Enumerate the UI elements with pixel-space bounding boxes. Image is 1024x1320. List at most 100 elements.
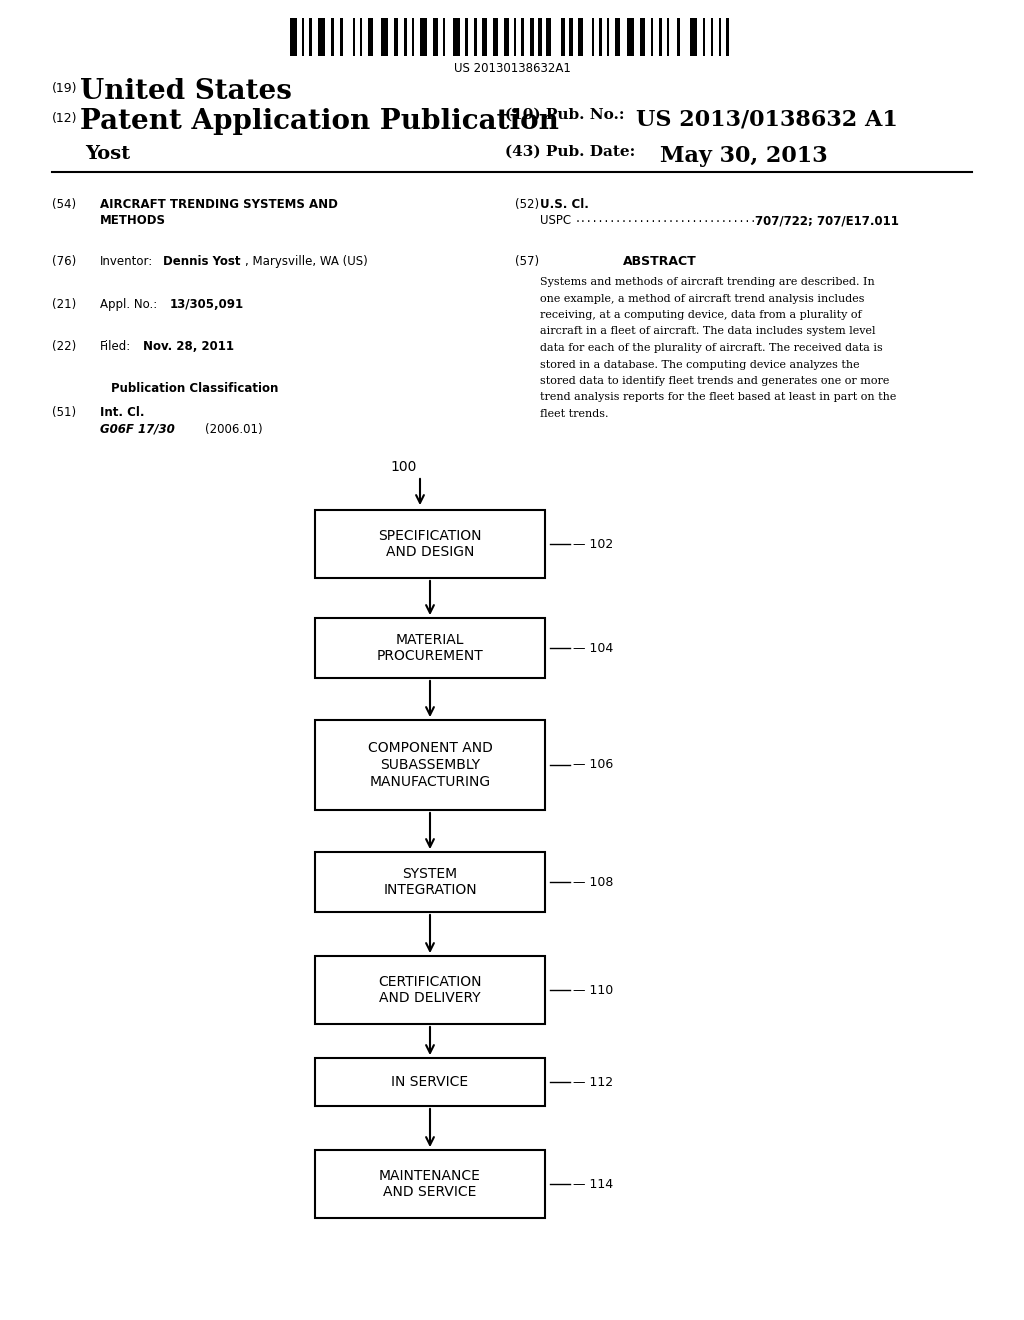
- Bar: [593, 18, 594, 55]
- Text: data for each of the plurality of aircraft. The received data is: data for each of the plurality of aircra…: [540, 343, 883, 352]
- Text: one example, a method of aircraft trend analysis includes: one example, a method of aircraft trend …: [540, 293, 864, 304]
- Bar: [640, 18, 645, 55]
- Text: stored in a database. The computing device analyzes the: stored in a database. The computing devi…: [540, 359, 859, 370]
- Bar: [340, 18, 343, 55]
- Text: ABSTRACT: ABSTRACT: [624, 255, 697, 268]
- Bar: [521, 18, 524, 55]
- Bar: [505, 18, 509, 55]
- Bar: [315, 1059, 545, 1106]
- Text: U.S. Cl.: U.S. Cl.: [540, 198, 589, 211]
- Bar: [315, 1150, 545, 1218]
- Text: SPECIFICATION: SPECIFICATION: [378, 528, 481, 543]
- Text: .................................: .................................: [575, 214, 769, 224]
- Text: fleet trends.: fleet trends.: [540, 409, 608, 418]
- Bar: [433, 18, 438, 55]
- Text: (22): (22): [52, 341, 76, 352]
- Bar: [615, 18, 621, 55]
- Text: , Marysville, WA (US): , Marysville, WA (US): [245, 255, 368, 268]
- Bar: [578, 18, 583, 55]
- Text: (57): (57): [515, 255, 539, 268]
- Text: SUBASSEMBLY: SUBASSEMBLY: [380, 758, 480, 772]
- Bar: [317, 18, 325, 55]
- Text: Appl. No.:: Appl. No.:: [100, 298, 158, 312]
- Bar: [607, 18, 609, 55]
- Bar: [403, 18, 407, 55]
- Text: AIRCRAFT TRENDING SYSTEMS AND: AIRCRAFT TRENDING SYSTEMS AND: [100, 198, 338, 211]
- Text: (76): (76): [52, 255, 76, 268]
- Bar: [494, 18, 498, 55]
- Text: US 20130138632A1: US 20130138632A1: [454, 62, 570, 75]
- Bar: [315, 510, 545, 578]
- Bar: [315, 956, 545, 1024]
- Text: Dennis Yost: Dennis Yost: [163, 255, 241, 268]
- Text: (21): (21): [52, 298, 76, 312]
- Text: Filed:: Filed:: [100, 341, 131, 352]
- Bar: [420, 18, 427, 55]
- Text: (51): (51): [52, 407, 76, 418]
- Text: Int. Cl.: Int. Cl.: [100, 407, 144, 418]
- Bar: [315, 719, 545, 810]
- Bar: [514, 18, 516, 55]
- Bar: [381, 18, 388, 55]
- Text: MATERIAL: MATERIAL: [395, 632, 464, 647]
- Text: Inventor:: Inventor:: [100, 255, 154, 268]
- Text: (12): (12): [52, 112, 78, 125]
- Bar: [482, 18, 487, 55]
- Text: INTEGRATION: INTEGRATION: [383, 883, 477, 898]
- Text: — 112: — 112: [573, 1076, 613, 1089]
- Text: — 114: — 114: [573, 1177, 613, 1191]
- Bar: [442, 18, 444, 55]
- Text: PROCUREMENT: PROCUREMENT: [377, 649, 483, 664]
- Text: CERTIFICATION: CERTIFICATION: [378, 974, 481, 989]
- Bar: [658, 18, 663, 55]
- Bar: [530, 18, 534, 55]
- Text: METHODS: METHODS: [100, 214, 166, 227]
- Bar: [726, 18, 729, 55]
- Bar: [690, 18, 697, 55]
- Text: Systems and methods of aircraft trending are described. In: Systems and methods of aircraft trending…: [540, 277, 874, 286]
- Bar: [703, 18, 705, 55]
- Bar: [331, 18, 334, 55]
- Bar: [711, 18, 713, 55]
- Text: Patent Application Publication: Patent Application Publication: [80, 108, 559, 135]
- Text: (52): (52): [515, 198, 539, 211]
- Text: aircraft in a fleet of aircraft. The data includes system level: aircraft in a fleet of aircraft. The dat…: [540, 326, 876, 337]
- Text: — 104: — 104: [573, 642, 613, 655]
- Bar: [719, 18, 721, 55]
- Text: — 110: — 110: [573, 983, 613, 997]
- Text: AND SERVICE: AND SERVICE: [383, 1185, 477, 1200]
- Text: 13/305,091: 13/305,091: [170, 298, 244, 312]
- Bar: [308, 18, 311, 55]
- Bar: [547, 18, 552, 55]
- Bar: [302, 18, 304, 55]
- Text: Nov. 28, 2011: Nov. 28, 2011: [143, 341, 234, 352]
- Text: MANUFACTURING: MANUFACTURING: [370, 775, 490, 789]
- Bar: [539, 18, 542, 55]
- Text: (54): (54): [52, 198, 76, 211]
- Text: COMPONENT AND: COMPONENT AND: [368, 741, 493, 755]
- Text: US 2013/0138632 A1: US 2013/0138632 A1: [636, 108, 898, 129]
- Text: (19): (19): [52, 82, 78, 95]
- Text: IN SERVICE: IN SERVICE: [391, 1074, 469, 1089]
- Text: USPC: USPC: [540, 214, 571, 227]
- Text: (2006.01): (2006.01): [205, 422, 262, 436]
- Text: (43) Pub. Date:: (43) Pub. Date:: [505, 145, 635, 158]
- Bar: [474, 18, 477, 55]
- Bar: [667, 18, 669, 55]
- Text: Publication Classification: Publication Classification: [112, 381, 279, 395]
- Bar: [315, 618, 545, 678]
- Bar: [651, 18, 652, 55]
- Bar: [465, 18, 468, 55]
- Text: SYSTEM: SYSTEM: [402, 866, 458, 880]
- Text: G06F 17/30: G06F 17/30: [100, 422, 175, 436]
- Bar: [369, 18, 374, 55]
- Bar: [360, 18, 362, 55]
- Text: receiving, at a computing device, data from a plurality of: receiving, at a computing device, data f…: [540, 310, 861, 319]
- Bar: [677, 18, 680, 55]
- Text: MAINTENANCE: MAINTENANCE: [379, 1168, 481, 1183]
- Text: United States: United States: [80, 78, 292, 106]
- Bar: [627, 18, 634, 55]
- Bar: [290, 18, 297, 55]
- Bar: [412, 18, 414, 55]
- Bar: [353, 18, 355, 55]
